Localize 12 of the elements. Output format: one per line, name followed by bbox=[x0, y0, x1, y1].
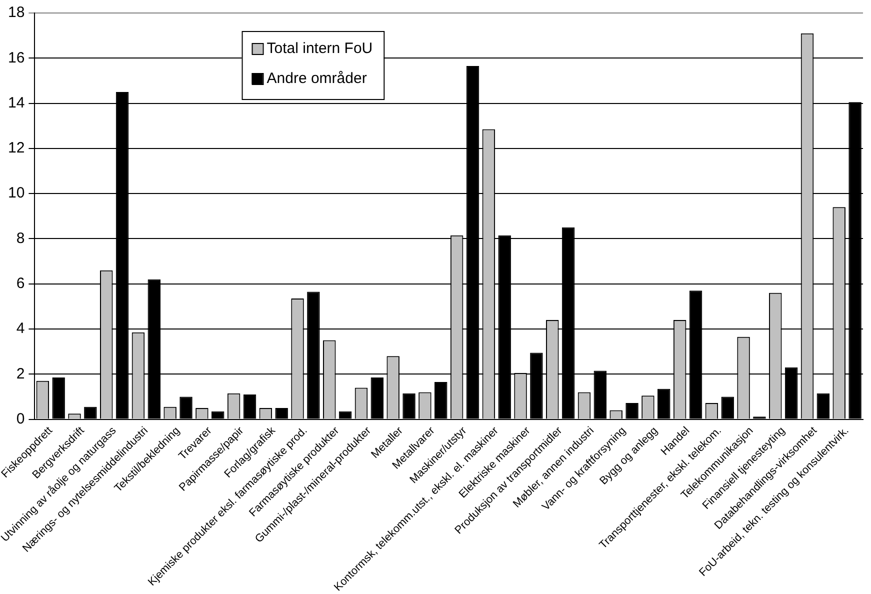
legend-label: Andre områder bbox=[266, 70, 367, 88]
y-tick-label: 6 bbox=[16, 275, 25, 292]
y-tick-label: 2 bbox=[16, 365, 25, 382]
y-tick-label: 12 bbox=[8, 140, 25, 157]
y-tick-label: 0 bbox=[16, 410, 25, 428]
y-tick-label: 4 bbox=[16, 320, 25, 338]
y-tick-label: 14 bbox=[8, 94, 25, 112]
y-tick-label: 10 bbox=[8, 184, 25, 202]
y-tick-label: 8 bbox=[16, 230, 25, 247]
legend-label: Total intern FoU bbox=[266, 40, 373, 58]
y-tick-label: 18 bbox=[8, 4, 25, 22]
y-tick-label: 16 bbox=[8, 49, 25, 66]
